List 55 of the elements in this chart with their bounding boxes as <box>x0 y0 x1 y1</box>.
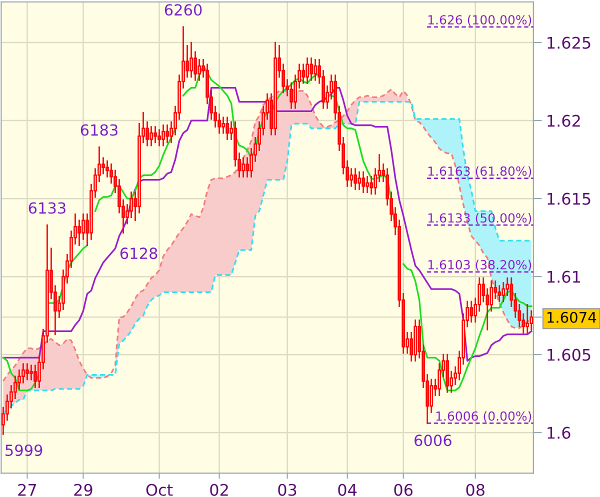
x-tick-label: 27 <box>18 484 36 496</box>
candlestick <box>242 157 245 178</box>
candlestick <box>310 57 313 81</box>
ref-line-label: 1.6103 (38.20%) <box>428 260 532 271</box>
y-tick-label: 1.6 <box>548 426 570 439</box>
candlestick <box>470 300 474 323</box>
annotation: 6260 <box>164 4 202 16</box>
candlestick <box>314 59 317 81</box>
y-tick-label: 1.605 <box>548 348 590 361</box>
candlestick <box>30 364 33 380</box>
x-tick-label: 08 <box>466 484 484 496</box>
candlestick <box>358 171 361 190</box>
candlestick <box>78 220 81 246</box>
y-tick-label: 1.6074 <box>548 312 596 323</box>
candlestick <box>222 116 225 134</box>
y-tick-label: 1.61 <box>548 270 580 283</box>
annotation: 6183 <box>80 124 118 136</box>
candlestick <box>306 57 309 84</box>
candlestick <box>150 126 153 146</box>
candlestick <box>154 126 157 144</box>
candlestick <box>186 44 189 78</box>
candlestick <box>166 124 169 144</box>
annotation: 6128 <box>120 248 158 260</box>
candlestick <box>290 82 293 109</box>
x-tick-label: 02 <box>210 484 228 496</box>
y-tick-label: 1.625 <box>548 36 590 49</box>
y-tick-label: 1.615 <box>548 192 590 205</box>
y-tick-label: 1.62 <box>548 114 580 127</box>
candlestick <box>226 116 229 140</box>
annotation: 6133 <box>28 202 66 214</box>
annotation: 6006 <box>414 434 452 446</box>
candlestick <box>198 59 201 81</box>
candlestick <box>430 378 434 413</box>
candlestick <box>26 363 29 380</box>
candlestick <box>302 64 305 84</box>
x-tick-label: 03 <box>278 484 296 496</box>
candlestick <box>526 304 530 334</box>
candlestick <box>350 168 353 187</box>
x-tick-label: Oct <box>146 484 173 496</box>
x-tick-label: 04 <box>338 484 357 496</box>
candlestick <box>158 129 161 146</box>
ref-line-label: 1.626 (100.00%) <box>428 14 532 26</box>
x-tick-label: 06 <box>394 484 413 496</box>
candlestick <box>370 176 374 195</box>
candlestick <box>102 157 105 174</box>
candlestick <box>246 157 249 178</box>
candlestick <box>190 42 193 78</box>
candlestick <box>162 124 165 146</box>
ref-line-label: 1.6006 (0.00%) <box>436 411 532 422</box>
annotation: 5999 <box>6 444 42 456</box>
candlestick <box>34 364 37 388</box>
x-tick-label: 29 <box>74 484 92 496</box>
candlestick <box>366 176 370 194</box>
candlestick <box>354 168 357 190</box>
candlestick <box>362 171 365 194</box>
